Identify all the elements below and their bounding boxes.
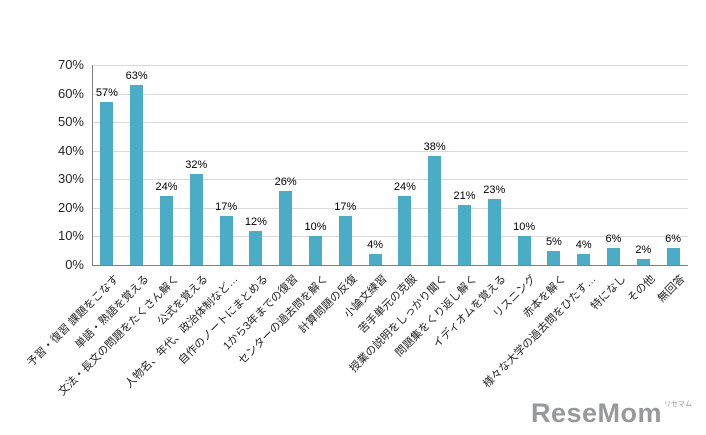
bar-value-label: 23% bbox=[483, 184, 506, 197]
resemom-logo: ReseMom リセマム bbox=[531, 399, 692, 427]
bar-value-label: 6% bbox=[665, 232, 682, 245]
bar bbox=[100, 102, 114, 265]
bar-value-label: 2% bbox=[635, 244, 652, 257]
bar-value-label: 4% bbox=[367, 238, 384, 251]
gridline bbox=[92, 65, 688, 66]
bar bbox=[398, 196, 412, 265]
bar-value-label: 63% bbox=[125, 70, 148, 82]
bar bbox=[338, 216, 352, 265]
bar bbox=[458, 205, 471, 265]
bar-value-label: 24% bbox=[155, 181, 178, 194]
bar bbox=[279, 190, 293, 265]
bar-value-label: 32% bbox=[185, 158, 208, 171]
bar-value-label: 57% bbox=[95, 87, 118, 100]
bar bbox=[309, 236, 322, 265]
x-axis-line bbox=[92, 265, 688, 266]
bar-value-label: 12% bbox=[244, 215, 267, 228]
bar-value-label: 17% bbox=[215, 201, 238, 214]
y-axis-label: 50% bbox=[57, 114, 84, 130]
bar bbox=[428, 156, 442, 265]
bar bbox=[189, 173, 203, 265]
gridline bbox=[92, 207, 688, 209]
bar bbox=[160, 196, 173, 265]
bar bbox=[249, 230, 263, 265]
bar bbox=[219, 216, 233, 265]
bar-value-label: 6% bbox=[605, 232, 622, 245]
resemom-logo-text: ReseMom bbox=[530, 398, 662, 428]
y-axis-label: 0% bbox=[65, 257, 84, 272]
y-axis-label: 20% bbox=[57, 199, 84, 215]
gridline bbox=[92, 179, 688, 181]
bar bbox=[368, 253, 382, 265]
bar bbox=[607, 247, 620, 265]
bar-value-label: 26% bbox=[274, 175, 297, 188]
bar-value-label: 21% bbox=[453, 190, 476, 202]
bar bbox=[636, 259, 650, 265]
resemom-logo-subtext: リセマム bbox=[664, 401, 692, 408]
y-axis-line bbox=[92, 65, 93, 265]
bar bbox=[487, 199, 501, 265]
bar-value-label: 10% bbox=[513, 221, 536, 234]
bar bbox=[517, 236, 531, 265]
bar-value-label: 4% bbox=[575, 238, 592, 251]
gridline bbox=[92, 93, 688, 95]
bar bbox=[130, 85, 144, 265]
bar bbox=[547, 250, 561, 265]
bar bbox=[666, 247, 680, 265]
y-axis-label: 10% bbox=[57, 228, 84, 244]
bar-value-label: 24% bbox=[393, 181, 416, 194]
bar-value-label: 38% bbox=[423, 141, 446, 154]
bar-value-label: 5% bbox=[545, 235, 562, 248]
y-axis-label: 60% bbox=[57, 85, 84, 101]
bar bbox=[577, 253, 591, 265]
gridline bbox=[92, 236, 688, 238]
bar-value-label: 10% bbox=[304, 221, 327, 234]
bar-value-label: 17% bbox=[334, 201, 357, 214]
y-axis-label: 30% bbox=[57, 171, 84, 187]
gridline bbox=[92, 150, 688, 152]
y-axis-label: 70% bbox=[57, 57, 84, 72]
gridline bbox=[92, 122, 688, 124]
y-axis-label: 40% bbox=[57, 142, 84, 158]
